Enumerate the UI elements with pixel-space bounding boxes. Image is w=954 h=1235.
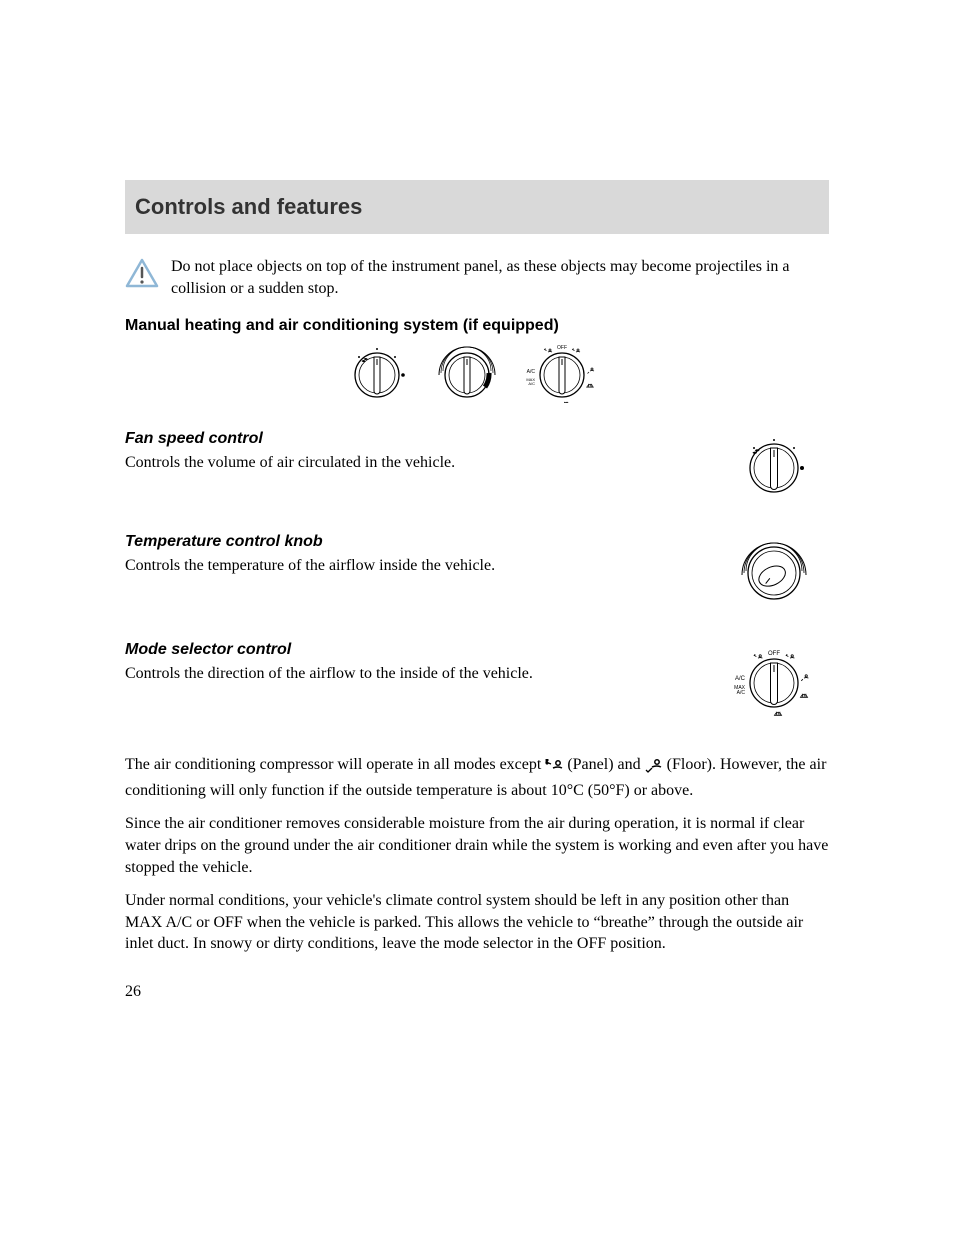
svg-text:OFF: OFF (768, 651, 780, 657)
hvac-dials-illustration: OFF A/C MAX A/C (125, 343, 829, 408)
temp-dial-illustration (719, 533, 829, 613)
section-header-band: Controls and features (125, 180, 829, 234)
fan-speed-body: Controls the volume of air circulated in… (125, 452, 699, 474)
fan-dial-illustration (719, 430, 829, 505)
warning-text: Do not place objects on top of the instr… (171, 256, 829, 299)
svg-text:A/C: A/C (737, 690, 746, 696)
temp-control-heading: Temperature control knob (125, 533, 699, 551)
mode-selector-section: Mode selector control Controls the direc… (125, 641, 829, 726)
mode-dial-illustration: OFF A/C MAX A/C (719, 641, 829, 726)
temp-control-section: Temperature control knob Controls the te… (125, 533, 829, 613)
manual-hvac-heading: Manual heating and air conditioning syst… (125, 317, 829, 335)
compressor-paragraph: The air conditioning compressor will ope… (125, 754, 829, 801)
compressor-lead: The air conditioning compressor will ope… (125, 756, 545, 773)
panel-mode-icon (545, 760, 567, 777)
page-container: Controls and features Do not place objec… (0, 0, 954, 1061)
temp-control-body: Controls the temperature of the airflow … (125, 555, 699, 577)
mode-selector-body: Controls the direction of the airflow to… (125, 663, 699, 685)
floor-mode-icon (645, 760, 667, 777)
breathe-paragraph: Under normal conditions, your vehicle's … (125, 890, 829, 955)
warning-triangle-icon (125, 258, 159, 293)
mode-selector-heading: Mode selector control (125, 641, 699, 659)
svg-text:OFF: OFF (557, 345, 567, 351)
fan-speed-heading: Fan speed control (125, 430, 699, 448)
svg-text:A/C: A/C (528, 381, 535, 386)
warning-block: Do not place objects on top of the instr… (125, 256, 829, 299)
svg-text:A/C: A/C (735, 676, 746, 682)
svg-text:A/C: A/C (527, 369, 536, 375)
page-number: 26 (125, 983, 829, 1001)
panel-label: (Panel) and (567, 756, 644, 773)
section-header-title: Controls and features (135, 194, 819, 220)
fan-speed-section: Fan speed control Controls the volume of… (125, 430, 829, 505)
moisture-paragraph: Since the air conditioner removes consid… (125, 813, 829, 878)
